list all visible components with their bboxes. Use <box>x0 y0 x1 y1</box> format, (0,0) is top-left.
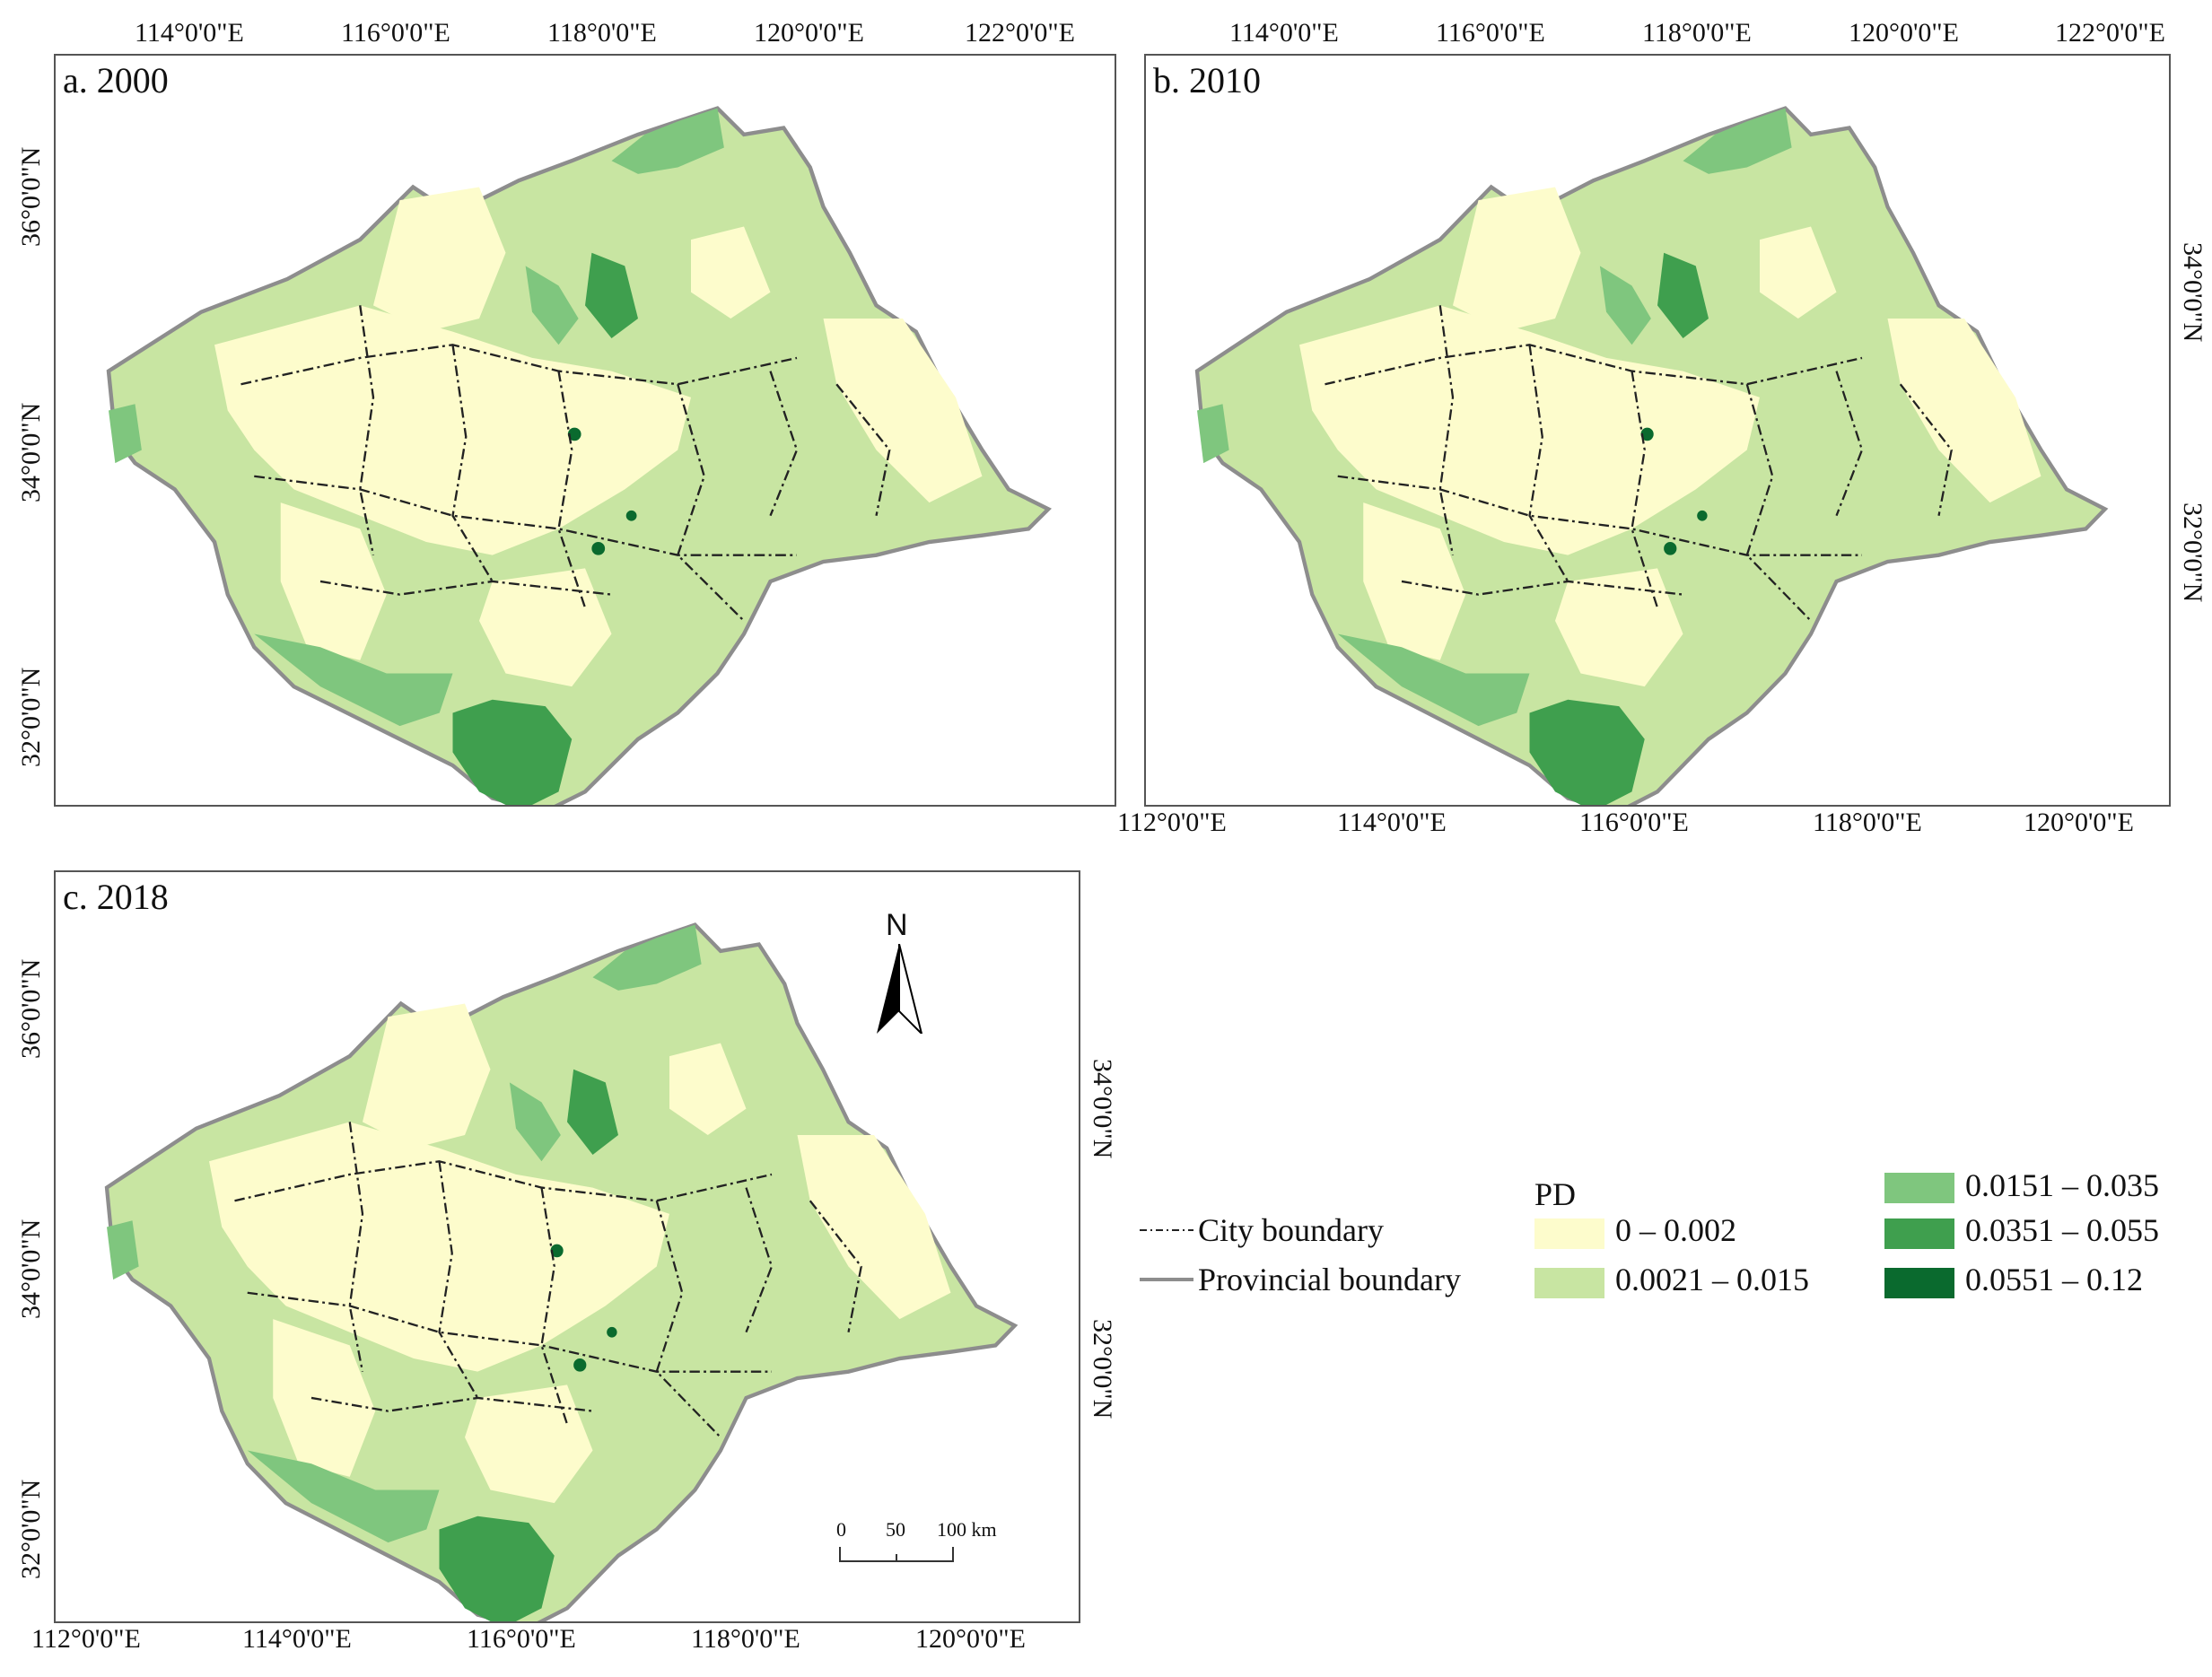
right-tick-b-1: 32°0'0"N <box>2178 502 2208 603</box>
map-panel-c: c. 2018 N 0 50 100 km <box>54 870 1080 1623</box>
north-arrow: N <box>868 908 931 1034</box>
legend-swatch-0 <box>1534 1218 1604 1249</box>
north-arrow-icon <box>877 944 923 1034</box>
panel-label-a: a. 2000 <box>63 60 169 100</box>
legend-label-4: 0.0551 – 0.12 <box>1965 1262 2143 1297</box>
panel-label-b: b. 2010 <box>1153 60 1261 100</box>
legend-swatch-4 <box>1884 1268 1954 1298</box>
top-tick-b-3: 120°0'0"E <box>1849 18 1959 48</box>
scale-label-0: 0 <box>836 1518 846 1541</box>
legend-title: PD <box>1534 1176 1577 1212</box>
top-tick-a-0: 114°0'0"E <box>135 18 244 48</box>
legend-swatch-3 <box>1884 1218 1954 1249</box>
bottom-tick-b-0: 112°0'0"E <box>1117 808 1227 837</box>
top-tick-a-1: 116°0'0"E <box>341 18 450 48</box>
choropleth-map-b <box>1146 56 2169 805</box>
legend-label-3: 0.0351 – 0.055 <box>1965 1212 2159 1248</box>
legend-label-0: 0 – 0.002 <box>1615 1212 1736 1248</box>
left-tick-a-1: 34°0'0"N <box>16 402 46 502</box>
scale-bar-line <box>839 1547 954 1562</box>
legend-label-1: 0.0021 – 0.015 <box>1615 1262 1809 1297</box>
left-tick-a-2: 32°0'0"N <box>16 667 46 767</box>
top-tick-b-2: 118°0'0"E <box>1642 18 1752 48</box>
provincial-boundary-label: Provincial boundary <box>1198 1262 1461 1297</box>
scale-bar: 0 50 100 km <box>836 1518 1016 1572</box>
right-tick-b-0: 34°0'0"N <box>2178 242 2208 343</box>
scale-label-50: 50 <box>886 1518 905 1541</box>
legend: PD City boundary Provincial boundary 0 –… <box>1131 1167 2190 1355</box>
right-tick-c-1: 32°0'0"N <box>1088 1319 1117 1419</box>
bottom-tick-b-1: 114°0'0"E <box>1337 808 1447 837</box>
bottom-tick-c-4: 120°0'0"E <box>915 1624 1026 1654</box>
left-tick-c-2: 32°0'0"N <box>16 1479 46 1579</box>
panel-label-c: c. 2018 <box>63 877 169 917</box>
bottom-tick-c-0: 112°0'0"E <box>31 1624 141 1654</box>
bottom-tick-c-3: 118°0'0"E <box>691 1624 800 1654</box>
top-tick-a-3: 120°0'0"E <box>754 18 864 48</box>
provincial-boundary-symbol <box>1140 1278 1193 1281</box>
top-tick-b-4: 122°0'0"E <box>2055 18 2165 48</box>
top-tick-a-2: 118°0'0"E <box>547 18 657 48</box>
legend-swatch-2 <box>1884 1173 1954 1203</box>
left-tick-c-0: 36°0'0"N <box>16 958 46 1059</box>
city-boundary-symbol <box>1140 1229 1193 1231</box>
bottom-tick-c-1: 114°0'0"E <box>242 1624 352 1654</box>
right-tick-c-0: 34°0'0"N <box>1088 1059 1117 1159</box>
bottom-tick-b-2: 116°0'0"E <box>1579 808 1689 837</box>
bottom-tick-c-2: 116°0'0"E <box>467 1624 576 1654</box>
left-tick-a-0: 36°0'0"N <box>16 146 46 247</box>
legend-label-2: 0.0151 – 0.035 <box>1965 1167 2159 1203</box>
city-boundary-label: City boundary <box>1198 1212 1384 1248</box>
top-tick-b-0: 114°0'0"E <box>1229 18 1339 48</box>
legend-swatch-1 <box>1534 1268 1604 1298</box>
scale-label-100: 100 km <box>937 1518 997 1541</box>
map-panel-b: b. 2010 <box>1144 54 2171 807</box>
bottom-tick-b-3: 118°0'0"E <box>1813 808 1922 837</box>
map-panel-a: a. 2000 <box>54 54 1116 807</box>
choropleth-map-a <box>56 56 1115 805</box>
left-tick-c-1: 34°0'0"N <box>16 1218 46 1319</box>
bottom-tick-b-4: 120°0'0"E <box>2024 808 2134 837</box>
top-tick-b-1: 116°0'0"E <box>1436 18 1545 48</box>
top-tick-a-4: 122°0'0"E <box>965 18 1075 48</box>
north-label: N <box>886 908 908 942</box>
